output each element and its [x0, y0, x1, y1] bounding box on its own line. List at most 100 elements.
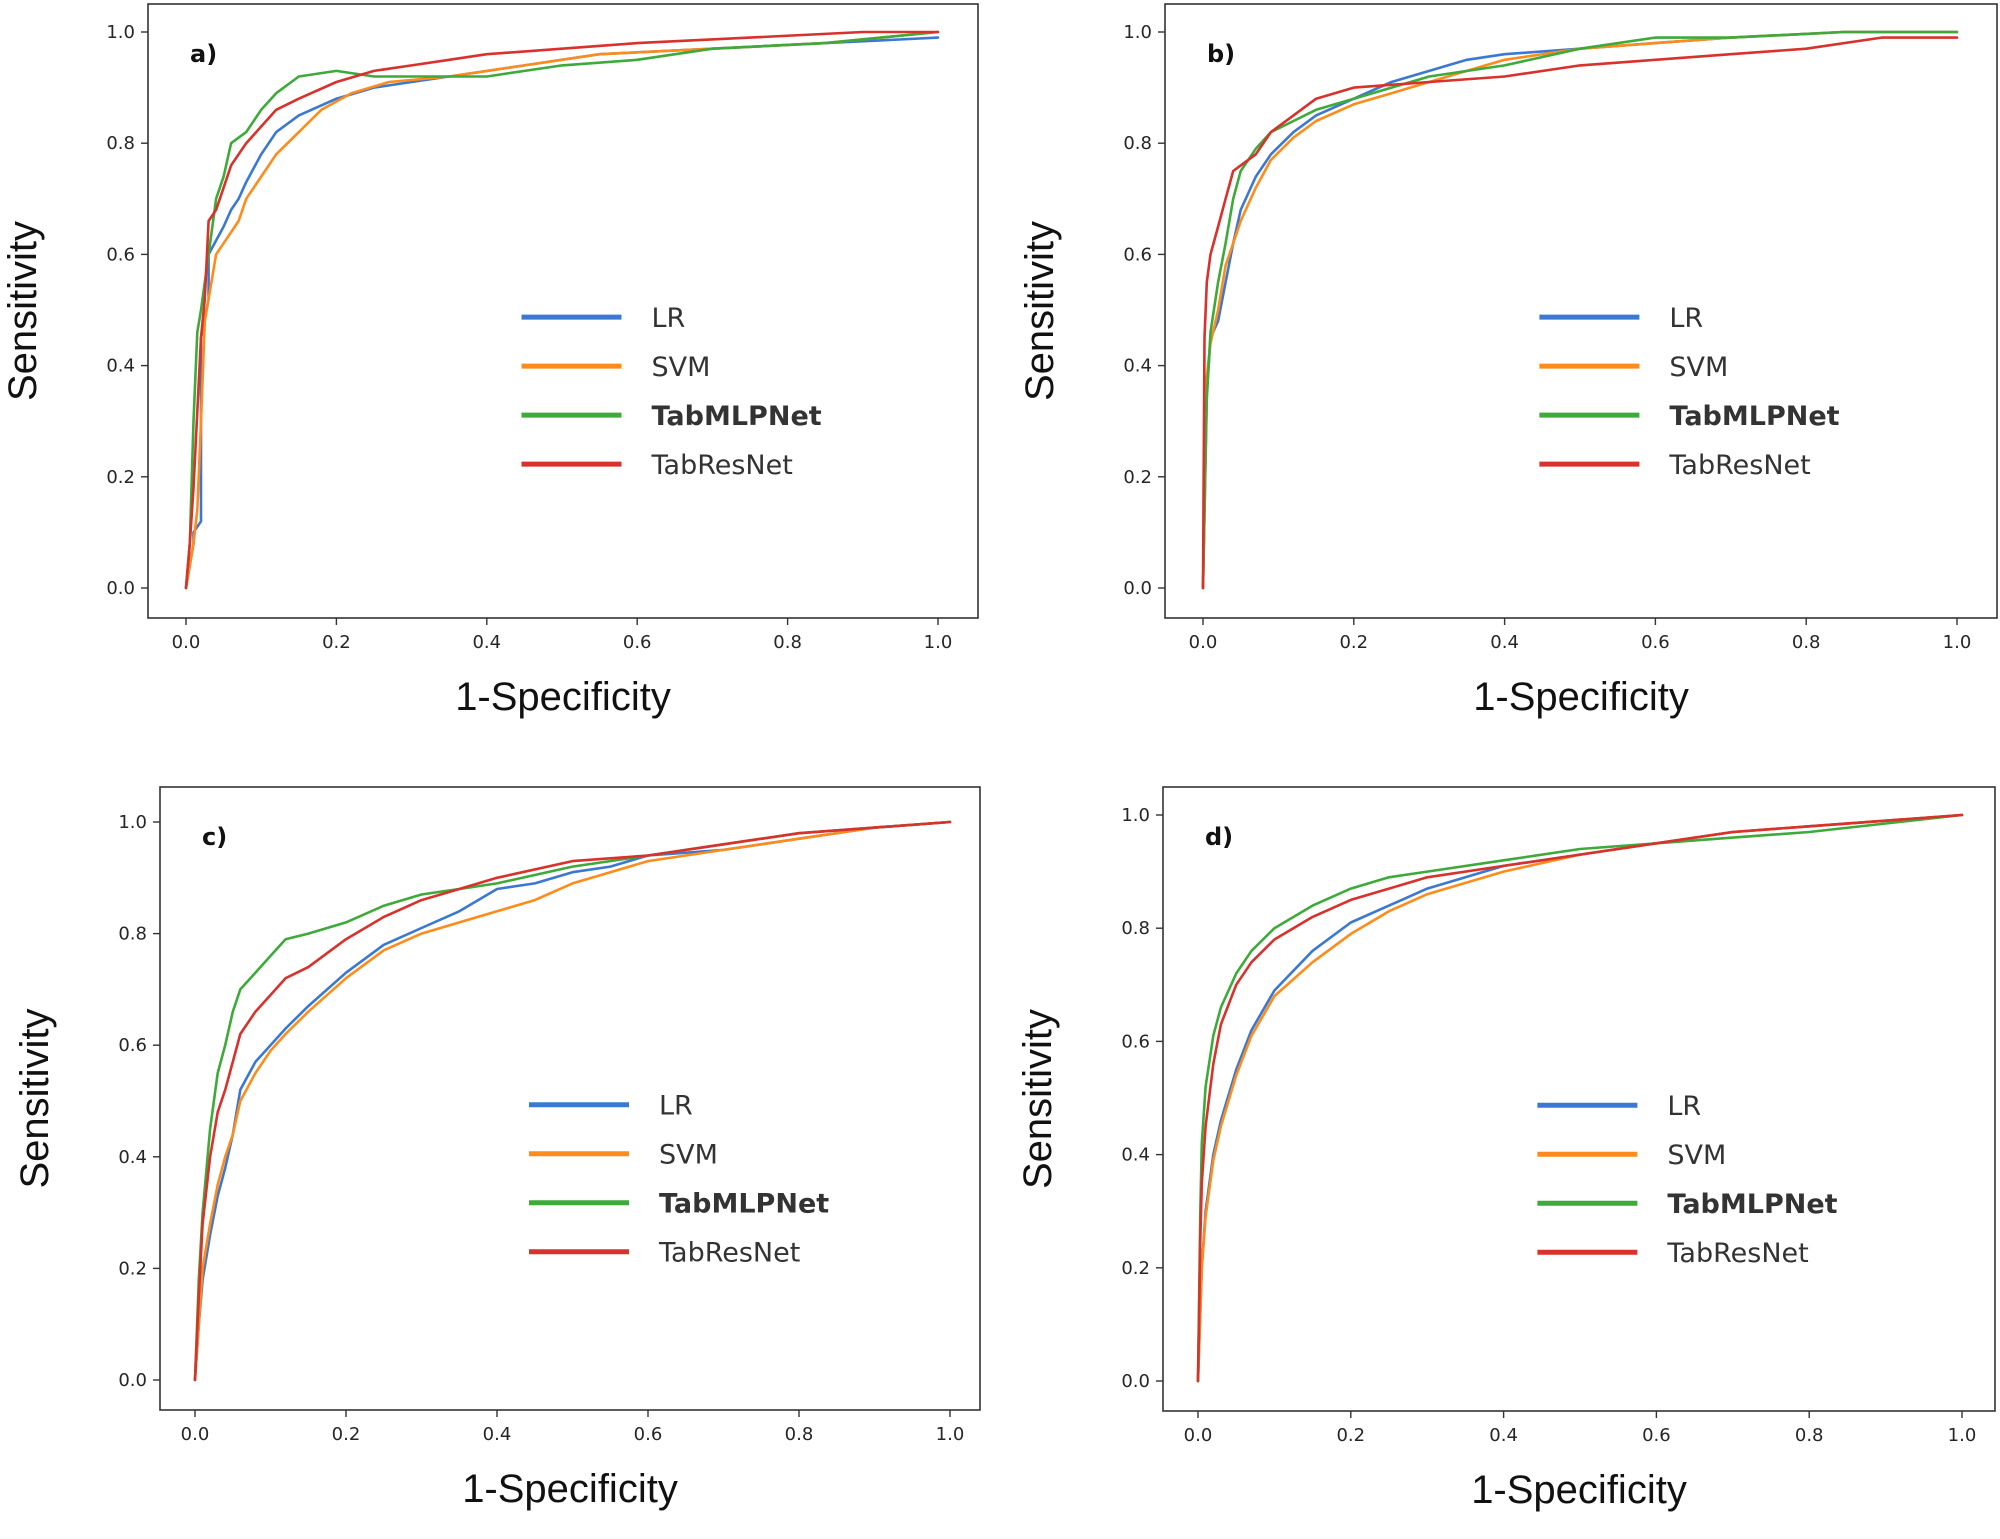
legend-item-svm: SVM	[1537, 1140, 1726, 1171]
legend-item-tabmlpnet: TabMLPNet	[529, 1189, 829, 1220]
x-tick-label: 0.6	[1641, 632, 1670, 653]
legend-item-svm: SVM	[521, 352, 711, 383]
x-tick-label: 0.6	[623, 632, 652, 653]
legend-item-lr: LR	[521, 303, 686, 334]
roc-curves	[1201, 30, 1959, 590]
y-axis-title: Sensitivity	[13, 1008, 57, 1188]
y-tick-label: 0.0	[1121, 1371, 1150, 1392]
y-tick-label: 0.6	[106, 244, 135, 265]
plot-frame	[147, 3, 979, 619]
roc-curves	[193, 820, 952, 1382]
x-tick-label: 0.6	[1642, 1425, 1671, 1446]
legend-label: LR	[1667, 1091, 1701, 1122]
x-tick-label: 1.0	[936, 1424, 965, 1445]
roc-panel-1: 0.0 0.2 0.4 0.6 0.8 1.0 0.0 0.2 0.4 0.6 0.8 1.0 1-Sp…	[1, 3, 979, 719]
legend-label: TabMLPNet	[1667, 1189, 1837, 1220]
roc-curve-tabresnet	[1201, 36, 1959, 590]
x-axis-title: 1-Specificity	[462, 1467, 678, 1511]
y-tick-label: 0.6	[1123, 244, 1152, 265]
legend-item-lr: LR	[1539, 303, 1703, 334]
x-tick-label: 0.0	[172, 632, 201, 653]
x-tick-label: 0.2	[322, 632, 351, 653]
roc-curve-tabmlpnet	[1196, 813, 1964, 1383]
y-tick-label: 0.4	[118, 1147, 147, 1168]
x-tick-label: 1.0	[1943, 632, 1972, 653]
x-tick-label: 0.2	[332, 1424, 361, 1445]
y-tick-label: 0.8	[1123, 133, 1152, 154]
x-tick-label: 0.4	[1489, 1425, 1518, 1446]
legend-label: SVM	[652, 352, 711, 383]
roc-curve-tabmlpnet	[184, 30, 940, 590]
roc-curve-tabmlpnet	[1201, 30, 1959, 590]
roc-panel-3: 0.0 0.2 0.4 0.6 0.8 1.0 0.0 0.2 0.4 0.6 0.8 1.0 1-Sp…	[13, 786, 981, 1511]
roc-panel-4: 0.0 0.2 0.4 0.6 0.8 1.0 0.0 0.2 0.4 0.6 0.8 1.0 1-Sp…	[1016, 786, 1996, 1512]
y-tick-label: 0.6	[1121, 1031, 1150, 1052]
x-tick-label: 0.0	[1189, 632, 1218, 653]
legend-label: TabResNet	[1666, 1238, 1808, 1269]
y-axis-title: Sensitivity	[1016, 1009, 1060, 1189]
panel-label: a)	[190, 40, 217, 68]
legend-label: TabMLPNet	[652, 401, 822, 432]
legend-label: SVM	[1667, 1140, 1726, 1171]
x-tick-label: 0.2	[1339, 632, 1368, 653]
x-tick-label: 0.8	[773, 632, 802, 653]
y-tick-label: 0.6	[118, 1035, 147, 1056]
legend-label: SVM	[659, 1140, 718, 1171]
y-tick-label: 0.4	[1121, 1145, 1150, 1166]
x-tick-label: 0.4	[1490, 632, 1519, 653]
x-tick-label: 0.0	[181, 1424, 210, 1445]
y-tick-label: 1.0	[1123, 22, 1152, 43]
y-tick-label: 0.8	[106, 133, 135, 154]
legend-label: TabMLPNet	[1669, 401, 1839, 432]
x-tick-label: 1.0	[924, 632, 953, 653]
y-tick-label: 0.0	[118, 1370, 147, 1391]
legend-label: TabMLPNet	[659, 1189, 829, 1220]
legend-item-tabresnet: TabResNet	[521, 450, 793, 481]
legend-label: SVM	[1669, 352, 1728, 383]
panel-label: b)	[1207, 40, 1235, 68]
y-tick-label: 0.4	[106, 356, 135, 377]
panel-label: c)	[202, 823, 227, 851]
x-tick-label: 1.0	[1948, 1425, 1977, 1446]
y-tick-label: 0.2	[106, 467, 135, 488]
plot-frame	[159, 786, 981, 1411]
roc-curve-tabresnet	[1196, 813, 1964, 1383]
roc-curves	[1196, 813, 1964, 1383]
y-tick-label: 1.0	[118, 812, 147, 833]
legend-item-tabmlpnet: TabMLPNet	[1539, 401, 1840, 432]
y-axis-title: Sensitivity	[1, 221, 45, 401]
legend-item-tabmlpnet: TabMLPNet	[1537, 1189, 1838, 1220]
x-tick-label: 0.4	[483, 1424, 512, 1445]
y-tick-label: 0.8	[1121, 918, 1150, 939]
legend-item-lr: LR	[1537, 1091, 1701, 1122]
legend-item-tabresnet: TabResNet	[529, 1238, 800, 1269]
legend-label: LR	[659, 1091, 693, 1122]
x-axis-title: 1-Specificity	[455, 675, 671, 719]
roc-curve-tabresnet	[184, 30, 940, 590]
roc-curve-svm	[193, 820, 952, 1382]
roc-curves	[184, 30, 940, 590]
x-tick-label: 0.8	[1795, 1425, 1824, 1446]
y-tick-label: 0.8	[118, 924, 147, 945]
roc-curve-tabresnet	[193, 820, 952, 1382]
y-tick-label: 0.0	[106, 578, 135, 599]
plot-frame	[1162, 786, 1996, 1412]
plot-frame	[1164, 3, 1998, 619]
y-tick-label: 1.0	[1121, 805, 1150, 826]
legend: LR SVM TabMLPNet TabResNet	[1537, 1091, 1838, 1269]
legend: LR SVM TabMLPNet TabResNet	[521, 303, 822, 481]
legend-item-lr: LR	[529, 1091, 693, 1122]
x-axis-title: 1-Specificity	[1471, 1468, 1687, 1512]
y-tick-label: 1.0	[106, 22, 135, 43]
y-tick-label: 0.2	[1121, 1258, 1150, 1279]
legend-item-tabmlpnet: TabMLPNet	[521, 401, 822, 432]
legend-label: TabResNet	[651, 450, 793, 481]
legend: LR SVM TabMLPNet TabResNet	[1539, 303, 1840, 481]
legend-label: LR	[652, 303, 686, 334]
legend-item-tabresnet: TabResNet	[1537, 1238, 1809, 1269]
legend-label: TabResNet	[1668, 450, 1810, 481]
x-tick-label: 0.2	[1336, 1425, 1365, 1446]
legend-item-svm: SVM	[529, 1140, 718, 1171]
x-axis-title: 1-Specificity	[1473, 675, 1689, 719]
